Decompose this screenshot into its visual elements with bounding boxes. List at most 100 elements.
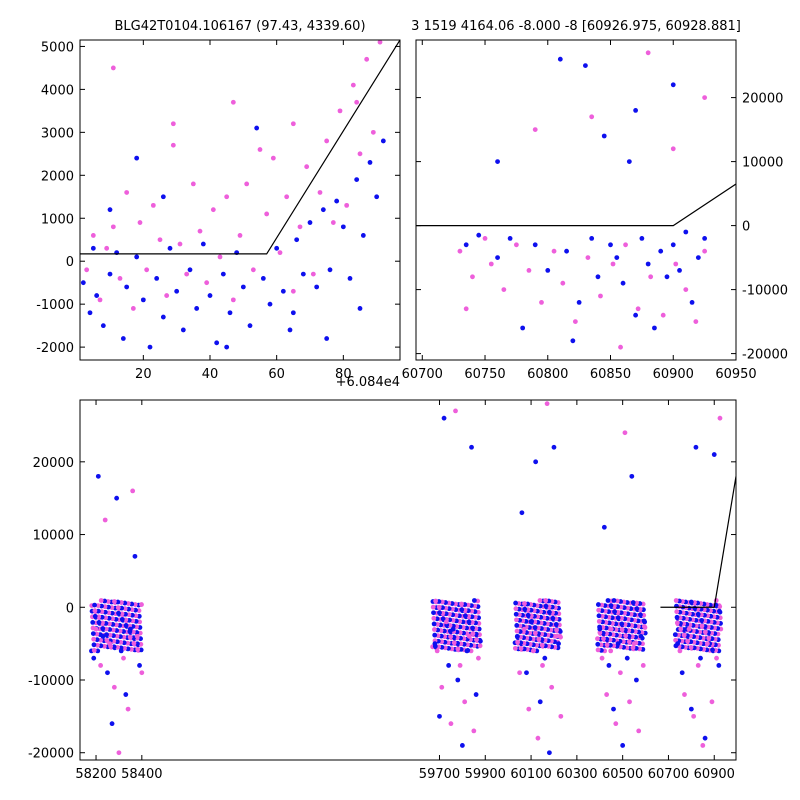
data-point bbox=[90, 620, 96, 625]
x-tick-label: 60850 bbox=[590, 367, 631, 382]
data-point-pink bbox=[230, 99, 236, 105]
data-point bbox=[525, 612, 531, 618]
data-point-blue bbox=[140, 297, 146, 303]
x-tick-label: 40 bbox=[202, 367, 219, 382]
data-point bbox=[466, 619, 472, 625]
data-point-blue bbox=[688, 706, 694, 712]
data-point-pink bbox=[250, 267, 256, 273]
data-point-pink bbox=[530, 648, 536, 654]
data-point bbox=[131, 640, 137, 646]
data-point bbox=[512, 645, 518, 651]
data-point-pink bbox=[184, 271, 190, 277]
data-point-blue bbox=[677, 268, 682, 273]
data-point-blue bbox=[611, 706, 616, 712]
data-point-blue bbox=[360, 233, 366, 238]
data-point-pink bbox=[704, 641, 710, 647]
data-point-blue bbox=[441, 415, 447, 421]
data-point-pink bbox=[660, 312, 666, 318]
data-point-pink bbox=[107, 641, 113, 647]
data-point-blue bbox=[314, 284, 320, 290]
data-point-pink bbox=[237, 233, 243, 238]
data-point-pink bbox=[466, 633, 472, 639]
data-point-blue bbox=[220, 271, 226, 277]
data-point bbox=[554, 627, 559, 633]
data-point bbox=[135, 646, 141, 652]
y-tick-label: 0 bbox=[66, 601, 74, 616]
data-point-blue bbox=[207, 293, 213, 298]
data-point-pink bbox=[230, 297, 236, 303]
data-point-blue bbox=[127, 626, 133, 632]
data-point-blue bbox=[495, 159, 500, 165]
x-tick-label: 60700 bbox=[402, 367, 443, 382]
x-tick-label: 60500 bbox=[602, 767, 643, 782]
data-point-pink bbox=[691, 713, 697, 719]
data-point bbox=[470, 631, 476, 636]
data-point-pink bbox=[90, 233, 96, 238]
data-point-blue bbox=[576, 300, 582, 305]
data-point-pink bbox=[627, 699, 632, 705]
data-point-pink bbox=[110, 65, 116, 71]
data-point-blue bbox=[473, 692, 479, 697]
data-point bbox=[96, 620, 102, 625]
data-point-blue bbox=[545, 268, 551, 273]
data-point bbox=[699, 623, 705, 629]
data-point-blue bbox=[432, 641, 438, 647]
data-point-pink bbox=[645, 50, 651, 56]
axes-frame bbox=[79, 399, 737, 761]
data-point-blue bbox=[533, 459, 539, 465]
data-point-blue bbox=[507, 236, 513, 241]
data-point-blue bbox=[290, 310, 296, 316]
data-point-blue bbox=[524, 670, 529, 676]
data-point-blue bbox=[307, 220, 313, 225]
data-point-pink bbox=[290, 121, 296, 127]
data-point-blue bbox=[652, 325, 657, 331]
data-point-blue bbox=[698, 655, 703, 661]
data-point-blue bbox=[347, 275, 353, 281]
data-point-blue bbox=[564, 248, 569, 254]
y-tick-label: 2000 bbox=[41, 169, 74, 184]
data-point-blue bbox=[551, 444, 557, 450]
data-point-pink bbox=[517, 670, 523, 676]
data-point-pink bbox=[130, 306, 136, 311]
data-point-pink bbox=[124, 190, 130, 195]
data-point bbox=[702, 629, 708, 635]
data-point-pink bbox=[170, 142, 176, 148]
data-point bbox=[104, 632, 109, 638]
data-point-pink bbox=[589, 114, 595, 120]
data-point bbox=[116, 610, 121, 616]
data-point bbox=[604, 642, 610, 648]
data-point bbox=[674, 614, 680, 620]
x-tick-label: 60 bbox=[268, 367, 285, 382]
data-point bbox=[522, 601, 527, 606]
data-point-pink bbox=[622, 430, 628, 436]
data-point-blue bbox=[247, 323, 253, 329]
data-point-blue bbox=[194, 306, 200, 311]
data-point bbox=[619, 621, 625, 627]
data-point-blue bbox=[597, 626, 603, 632]
data-point bbox=[672, 632, 678, 638]
data-point-pink bbox=[117, 275, 123, 281]
data-point-pink bbox=[470, 274, 475, 280]
data-point-pink bbox=[190, 181, 196, 187]
data-point-blue bbox=[620, 743, 626, 748]
data-point-pink bbox=[702, 248, 708, 254]
data-point-blue bbox=[469, 444, 474, 450]
data-point-pink bbox=[598, 293, 603, 299]
data-point-blue bbox=[120, 336, 126, 341]
data-point bbox=[437, 610, 442, 616]
data-point bbox=[596, 613, 602, 619]
data-point-pink bbox=[695, 663, 701, 668]
data-point bbox=[431, 610, 436, 616]
data-point-pink bbox=[482, 236, 488, 241]
data-point bbox=[104, 637, 110, 643]
panel-title-top-right: 3 1519 4164.06 -8.000 -8 [60926.975, 609… bbox=[411, 19, 741, 34]
data-point-pink bbox=[532, 127, 538, 132]
data-point-pink bbox=[463, 306, 469, 312]
plot-area bbox=[89, 401, 736, 756]
data-point-pink bbox=[257, 147, 263, 152]
data-point bbox=[634, 606, 640, 612]
x-tick-label: 60950 bbox=[715, 367, 756, 382]
data-point bbox=[619, 627, 625, 632]
data-point-pink bbox=[599, 655, 605, 661]
